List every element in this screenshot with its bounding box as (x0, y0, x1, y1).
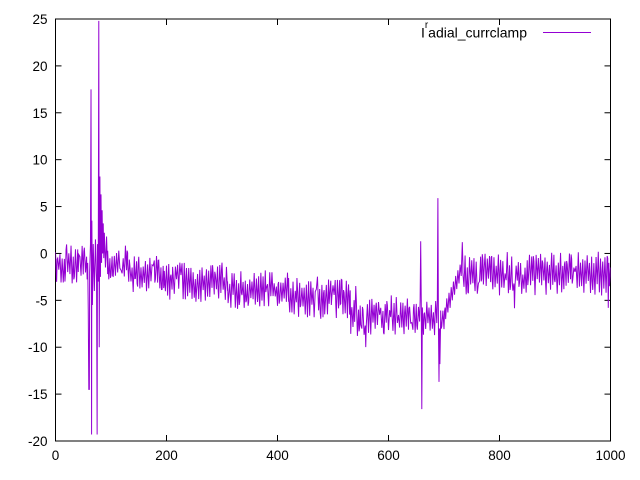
legend-sample-line (543, 31, 591, 33)
x-axis-tick-label: 1000 (595, 448, 625, 463)
legend-label: Iradial_currclamp (420, 20, 527, 41)
x-axis-tick-label: 200 (155, 448, 178, 463)
x-axis-tick-label: 600 (377, 448, 400, 463)
legend-entry: Iradial_currclamp (420, 20, 591, 41)
y-axis-tick-label: -20 (28, 434, 48, 449)
y-axis-tick-label: -5 (35, 293, 47, 308)
y-axis-tick-label: -15 (28, 387, 48, 402)
y-axis-tick-label: -10 (28, 340, 48, 355)
x-axis-tick-label: 800 (488, 448, 511, 463)
y-axis-tick-label: 20 (32, 59, 47, 74)
plot-border (55, 18, 611, 442)
legend-label-superscript: r (424, 20, 429, 31)
x-axis-tick-label: 400 (266, 448, 289, 463)
signal-trace (55, 20, 611, 435)
y-axis-tick-label: 5 (40, 200, 48, 215)
y-axis-tick-label: 15 (32, 106, 47, 121)
y-axis-tick-label: 10 (32, 153, 47, 168)
y-axis-tick-label: 25 (32, 12, 47, 27)
x-axis-tick-label: 0 (52, 448, 60, 463)
y-axis-tick-label: 0 (40, 246, 48, 261)
